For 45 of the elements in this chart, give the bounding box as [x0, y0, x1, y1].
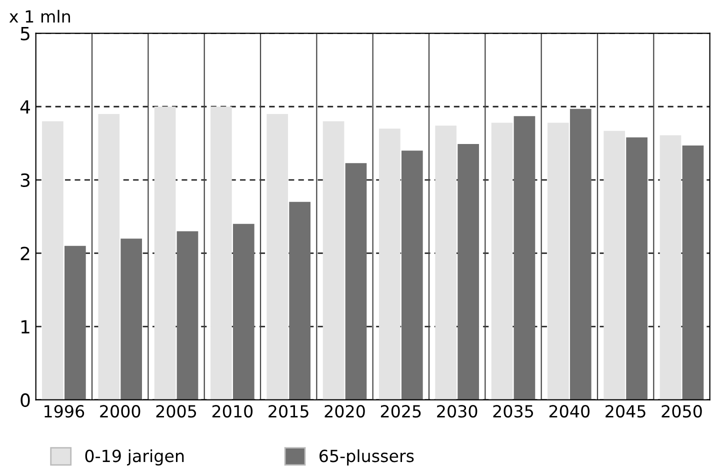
- bar: [322, 121, 344, 400]
- bar: [570, 108, 592, 400]
- bar: [289, 202, 310, 400]
- bar: [64, 246, 86, 400]
- bar: [435, 126, 457, 400]
- bar: [176, 231, 198, 400]
- y-tick-label: 3: [20, 173, 30, 188]
- bar: [401, 150, 423, 400]
- x-tick-label: 2020: [324, 404, 365, 418]
- x-tick-label: 2030: [437, 404, 478, 418]
- bar: [379, 128, 400, 400]
- bar: [458, 144, 479, 400]
- x-tick-label: 2040: [549, 404, 590, 418]
- y-axis-title: x 1 mln: [9, 10, 70, 23]
- bar: [266, 114, 288, 400]
- x-tick-label: 2000: [100, 404, 140, 418]
- x-tick-label: 2015: [268, 404, 308, 418]
- bar: [514, 116, 536, 400]
- bar: [491, 122, 513, 400]
- x-tick-label: 2050: [662, 404, 702, 418]
- x-tick-label: 2025: [380, 404, 421, 418]
- y-tick-label: 0: [20, 393, 30, 407]
- x-tick-label: 2035: [493, 404, 534, 418]
- bar: [42, 121, 64, 400]
- bar: [120, 238, 142, 400]
- bar: [154, 106, 176, 400]
- y-tick-label: 4: [20, 100, 30, 114]
- bar: [682, 145, 704, 400]
- bar: [98, 114, 120, 400]
- bar: [660, 135, 682, 400]
- bar: [626, 137, 648, 400]
- legend-label: 65-plussers: [320, 449, 414, 466]
- bar: [345, 163, 367, 400]
- bar: [210, 106, 232, 400]
- legend-label: 0-19 jarigen: [85, 449, 184, 466]
- y-tick-label: 1: [21, 320, 30, 334]
- x-tick-label: 2045: [606, 404, 646, 418]
- x-tick-label: 2005: [156, 404, 196, 418]
- bar: [604, 130, 626, 400]
- y-tick-label: 5: [20, 27, 30, 40]
- bar: [232, 224, 254, 400]
- x-tick-label: 1996: [44, 404, 84, 418]
- y-tick-label: 2: [20, 246, 30, 260]
- x-tick-label: 2010: [212, 404, 253, 418]
- bar: [548, 122, 569, 400]
